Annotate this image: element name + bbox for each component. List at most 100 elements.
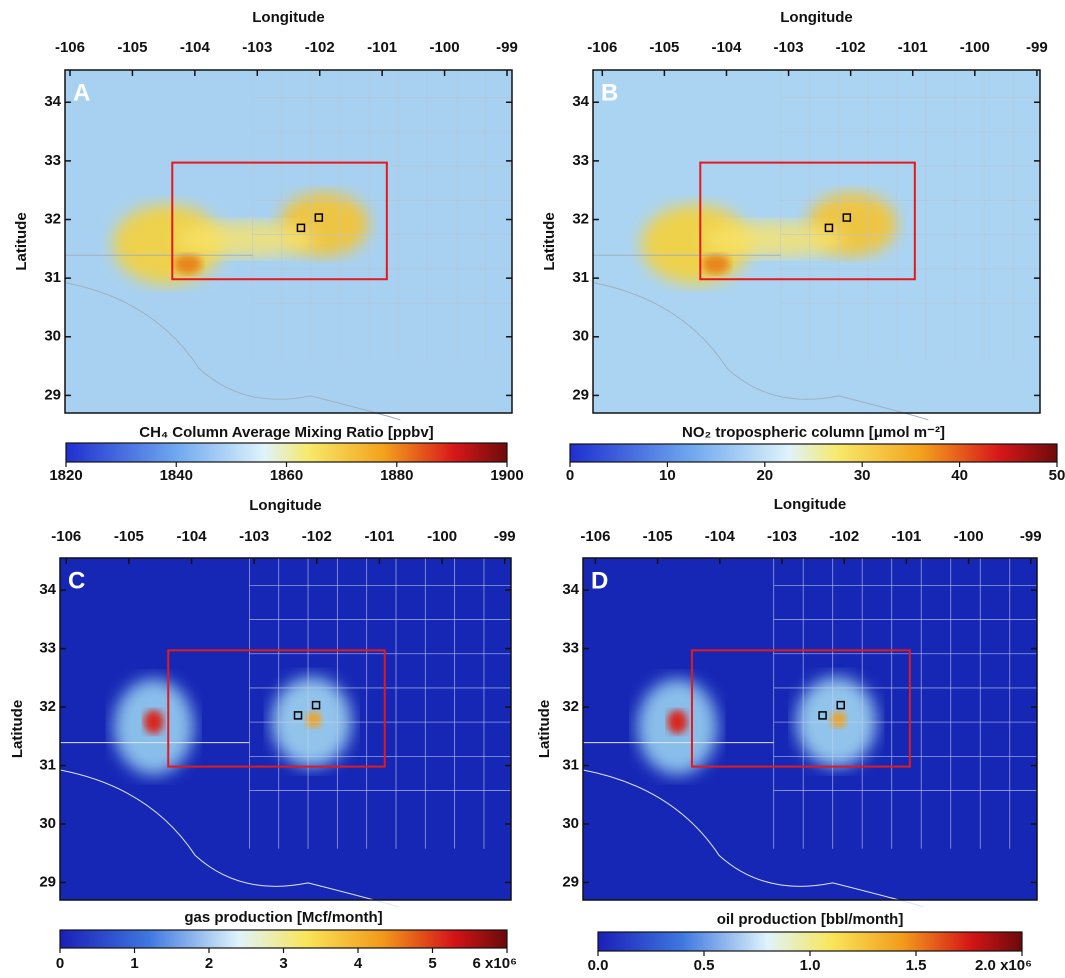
x-tick-label: -99 (496, 39, 518, 56)
x-tick-label: -106 (587, 39, 617, 56)
colorbar-tick-label: 20 (756, 467, 773, 484)
colorbar-label: oil production [bbl/month] (717, 911, 904, 928)
colorbar-label: NO₂ tropospheric column [μmol m⁻²] (682, 424, 945, 441)
y-tick-label: 33 (39, 640, 56, 657)
y-tick-label: 30 (39, 815, 56, 832)
x-tick-label: -106 (51, 528, 81, 545)
colorbar (597, 931, 1023, 952)
x-tick-label: -99 (1020, 528, 1042, 545)
y-axis-title: Latitude (9, 700, 26, 758)
y-tick-label: 29 (562, 873, 579, 890)
study-region (699, 161, 916, 281)
y-tick-label: 29 (39, 873, 56, 890)
x-tick-label: -102 (302, 528, 332, 545)
x-tick-label: -105 (649, 39, 679, 56)
colorbar-label: CH₄ Column Average Mixing Ratio [ppbv] (139, 424, 433, 441)
colorbar-tick-label: 0 (566, 467, 574, 484)
x-axis-title: Longitude (774, 496, 846, 513)
colorbar-tick-label: 5 (428, 955, 436, 972)
panel-letter: B (601, 79, 618, 106)
site-marker (314, 213, 324, 222)
colorbar-tick-label: 6 x10⁶ (473, 955, 517, 972)
colorbar-tick-label: 40 (951, 467, 968, 484)
study-region (690, 649, 911, 768)
colorbar (65, 442, 508, 463)
field-pattern (667, 709, 688, 734)
map-frame (64, 69, 513, 414)
field-pattern (305, 711, 322, 728)
colorbar-tick-label: 0.0 (588, 957, 609, 974)
panel-letter: C (68, 567, 85, 594)
x-tick-label: -101 (367, 39, 397, 56)
x-tick-label: -104 (711, 39, 742, 56)
state-border (59, 742, 399, 908)
field-pattern (701, 254, 730, 275)
x-tick-label: -105 (114, 528, 144, 545)
x-tick-label: -101 (898, 39, 928, 56)
field-pattern (176, 221, 317, 258)
colorbar (569, 443, 1058, 463)
colorbar (59, 929, 508, 949)
x-tick-label: -99 (1026, 39, 1048, 56)
colorbar-label: gas production [Mcf/month] (184, 909, 382, 926)
study-region (167, 649, 386, 768)
y-tick-label: 34 (44, 93, 61, 110)
x-tick-label: -100 (427, 528, 457, 545)
x-axis-title: Longitude (249, 497, 321, 514)
y-tick-label: 29 (44, 386, 61, 403)
site-marker (296, 223, 306, 233)
y-tick-label: 34 (39, 581, 56, 598)
y-tick-label: 32 (39, 698, 56, 715)
site-marker (311, 700, 321, 710)
y-tick-label: 29 (572, 386, 589, 403)
x-tick-label: -106 (580, 528, 610, 545)
colorbar-tick-label: 30 (854, 467, 871, 484)
x-tick-label: -100 (960, 39, 990, 56)
y-tick-label: 31 (44, 269, 61, 286)
y-axis-title: Latitude (536, 700, 553, 758)
study-region (171, 161, 388, 281)
colorbar-tick-label: 1840 (160, 467, 193, 484)
colorbar-tick-label: 1900 (490, 467, 523, 484)
y-tick-label: 33 (44, 152, 61, 169)
x-tick-label: -102 (305, 39, 335, 56)
x-tick-label: -102 (836, 39, 866, 56)
colorbar-tick-label: 3 (279, 955, 287, 972)
colorbar-tick-label: 1.5 (906, 957, 927, 974)
x-tick-label: -103 (242, 39, 272, 56)
x-tick-label: -101 (891, 528, 921, 545)
y-tick-label: 30 (562, 815, 579, 832)
x-tick-label: -103 (239, 528, 269, 545)
colorbar-tick-label: 50 (1049, 467, 1065, 484)
x-axis-title: Longitude (252, 9, 324, 26)
y-tick-label: 33 (562, 640, 579, 657)
state-border (582, 742, 924, 908)
y-tick-label: 34 (572, 93, 589, 110)
colorbar-tick-label: 4 (354, 955, 363, 972)
site-marker (824, 223, 834, 233)
x-tick-label: -104 (180, 39, 211, 56)
state-border (64, 254, 401, 421)
state-border (592, 254, 929, 421)
colorbar-tick-label: 1880 (380, 467, 413, 484)
site-marker (842, 213, 852, 222)
panel: B Longitude Latitude -106 -105 -104 -103 -102 -1… (541, 9, 1065, 484)
panel: D Longitude Latitude -106 -105 -104 -103 -102 -1… (536, 496, 1042, 974)
field-pattern (830, 711, 847, 728)
colorbar-tick-label: 1.0 (800, 957, 821, 974)
y-axis-title: Latitude (13, 212, 30, 270)
panel-letter: A (73, 79, 90, 106)
panel: A Longitude Latitude -106 -105 -104 -103 -102 -1… (13, 9, 524, 484)
y-axis-title: Latitude (541, 212, 558, 270)
y-tick-label: 32 (572, 210, 589, 227)
x-tick-label: -103 (767, 528, 797, 545)
x-axis-title: Longitude (780, 9, 852, 26)
colorbar-tick-label: 10 (659, 467, 676, 484)
colorbar-tick-label: 1 (130, 955, 138, 972)
panel-letter: D (591, 567, 608, 594)
field-pattern (143, 709, 164, 734)
x-tick-label: -101 (364, 528, 394, 545)
colorbar-tick-label: 0.5 (694, 957, 715, 974)
colorbar-tick-label: 2.0 x10⁶ (975, 957, 1032, 974)
